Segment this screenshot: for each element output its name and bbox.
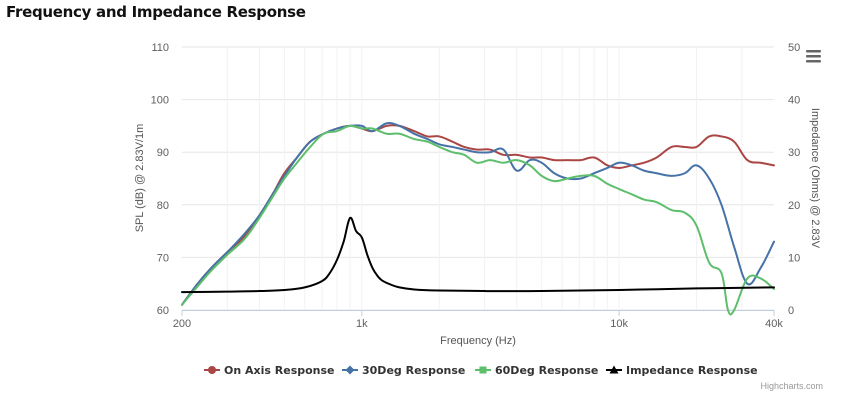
menu-line [806,50,821,53]
x-tick-label: 200 [173,318,191,330]
legend-marker-triangle-icon [609,365,619,374]
legend-item-on-axis-response[interactable]: On Axis Response [204,364,335,377]
30deg-response-line[interactable] [181,122,775,306]
60deg-response-line[interactable] [181,124,775,316]
legend-marker-square-icon [479,366,487,374]
x-tick-label: 10k [610,318,628,330]
x-ticks: 200 1k 10k 40k [173,318,784,330]
x-tick-label: 40k [765,318,783,330]
y-right-tick-label: 20 [788,200,800,212]
menu-line [806,55,821,58]
y-right-tick-label: 0 [788,305,794,317]
legend-marker-diamond-icon [345,365,355,375]
y-right-axis-title: Impedance (Ohms) @ 2.83V [809,108,821,249]
y-left-ticks: 60 70 80 90 100 110 [151,42,169,317]
y-right-tick-label: 50 [788,42,800,54]
series-lines [181,122,775,316]
x-tick-label: 1k [356,318,368,330]
legend-label: Impedance Response [626,364,758,377]
y-right-tick-label: 30 [788,147,800,159]
y-left-tick-label: 60 [157,305,169,317]
y-left-tick-label: 100 [151,95,169,107]
legend-label: 30Deg Response [362,364,465,377]
legend-label: On Axis Response [224,364,335,377]
grid-lines [182,46,774,311]
legend-item-60deg-response[interactable]: 60Deg Response [475,364,598,377]
menu-line [806,60,821,63]
y-left-tick-label: 110 [151,42,169,54]
y-left-tick-label: 80 [157,200,169,212]
legend[interactable]: On Axis Response 30Deg Response 60Deg Resp… [204,364,758,377]
x-axis-title: Frequency (Hz) [440,335,516,347]
axis-lines [181,310,775,316]
legend-marker-circle-icon [208,366,216,374]
y-left-tick-label: 70 [157,252,169,264]
legend-label: 60Deg Response [495,364,598,377]
export-menu-button[interactable] [800,44,828,68]
legend-item-impedance-response[interactable]: Impedance Response [606,364,758,377]
y-right-tick-label: 10 [788,252,800,264]
credits-link[interactable]: Highcharts.com [760,381,823,391]
chart-title: Frequency and Impedance Response [6,3,306,21]
y-left-axis-title: SPL (dB) @ 2.83V/1m [134,124,146,233]
y-left-tick-label: 90 [157,147,169,159]
y-right-ticks: 0 10 20 30 40 50 [788,42,800,317]
y-right-tick-label: 40 [788,95,800,107]
legend-item-30deg-response[interactable]: 30Deg Response [342,364,465,377]
impedance-response-line[interactable] [181,216,775,294]
